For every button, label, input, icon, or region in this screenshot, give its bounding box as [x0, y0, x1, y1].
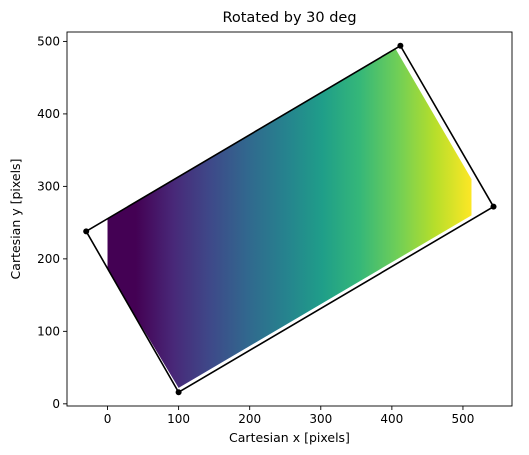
x-tick-label: 400: [380, 412, 403, 426]
y-tick-label: 100: [37, 324, 60, 338]
plot-area: [85, 44, 495, 394]
y-tick-label: 300: [37, 179, 60, 193]
corner-point-1: [397, 42, 404, 49]
x-tick-label: 300: [309, 412, 332, 426]
chart-title: Rotated by 30 deg: [222, 10, 356, 26]
corner-point-0: [83, 228, 90, 235]
corner-point-3: [175, 389, 182, 396]
y-axis-ticks: 0 100 200 300 400 500: [37, 34, 67, 411]
y-axis-label: Cartesian y [pixels]: [8, 159, 23, 280]
y-tick-label: 0: [52, 397, 60, 411]
y-tick-label: 500: [37, 34, 60, 48]
rotated-image: [107, 48, 472, 388]
x-tick-label: 200: [238, 412, 261, 426]
x-axis-ticks: 0 100 200 300 400 500: [104, 406, 474, 426]
x-tick-label: 0: [104, 412, 112, 426]
corner-markers: [83, 42, 497, 396]
axes-frame: [66, 31, 513, 407]
y-tick-label: 200: [37, 252, 60, 266]
corner-point-2: [490, 203, 497, 210]
x-tick-label: 500: [451, 412, 474, 426]
x-axis-label: Cartesian x [pixels]: [229, 430, 350, 445]
x-tick-label: 100: [167, 412, 190, 426]
y-tick-label: 400: [37, 107, 60, 121]
